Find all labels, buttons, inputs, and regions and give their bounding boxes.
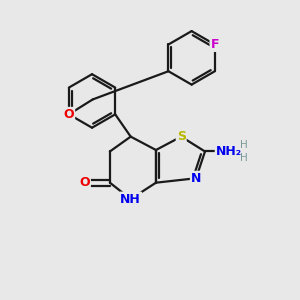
Text: H: H — [240, 153, 248, 163]
Text: NH₂: NH₂ — [216, 145, 242, 158]
Text: NH: NH — [120, 193, 141, 206]
Text: H: H — [240, 140, 248, 150]
Text: F: F — [211, 38, 219, 51]
Text: O: O — [64, 108, 74, 121]
Text: O: O — [79, 176, 90, 189]
Text: S: S — [177, 130, 186, 143]
Text: N: N — [191, 172, 201, 185]
